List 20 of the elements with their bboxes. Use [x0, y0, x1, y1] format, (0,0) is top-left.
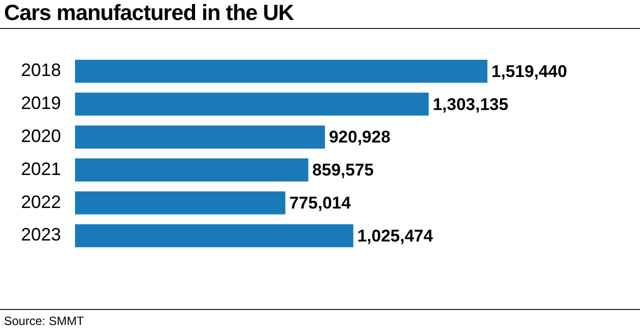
bar [75, 60, 488, 83]
data-label: 1,303,135 [432, 94, 508, 114]
data-label: 920,928 [328, 128, 390, 147]
chart-title: Cars manufactured in the UK [4, 0, 294, 26]
y-tick-label: 2019 [20, 93, 61, 114]
data-label: 859,575 [312, 160, 374, 180]
bar [75, 126, 325, 149]
data-label: 775,014 [289, 194, 352, 213]
bar [75, 158, 308, 182]
y-tick-label: 2022 [20, 192, 61, 212]
bar [75, 92, 429, 116]
source-note: Source: SMMT [4, 314, 84, 328]
data-label: 1,519,440 [491, 62, 568, 81]
bar [75, 224, 354, 248]
y-tick-label: 2018 [20, 60, 61, 80]
data-label: 1,025,474 [357, 226, 434, 246]
y-tick-label: 2023 [20, 224, 61, 245]
y-tick-label: 2021 [20, 158, 61, 179]
bar [75, 191, 286, 214]
y-tick-label: 2020 [20, 126, 61, 146]
